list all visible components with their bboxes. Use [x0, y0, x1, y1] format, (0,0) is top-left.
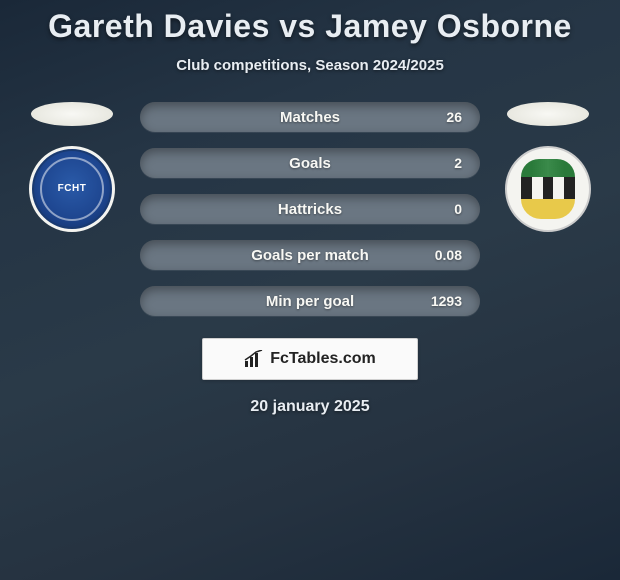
stat-value-right: 26 — [446, 102, 462, 132]
player-right-silhouette — [507, 102, 589, 126]
chart-bars-icon — [244, 350, 264, 368]
stat-bar: Min per goal 1293 — [140, 286, 480, 316]
stat-value-right: 0 — [454, 194, 462, 224]
stat-bar: Matches 26 — [140, 102, 480, 132]
main-row: FCHT Matches 26 Goals 2 Hattricks 0 Goals per … — [0, 102, 620, 316]
date-text: 20 january 2025 — [250, 398, 369, 416]
brand-box[interactable]: FcTables.com — [202, 338, 418, 380]
player-left-silhouette — [31, 102, 113, 126]
crest-solihull-icon — [505, 146, 591, 232]
stat-label: Min per goal — [266, 293, 354, 310]
stat-bar: Goals 2 — [140, 148, 480, 178]
stats-column: Matches 26 Goals 2 Hattricks 0 Goals per match… — [140, 102, 480, 316]
stat-label: Goals per match — [251, 247, 369, 264]
crest-solihull-inner — [521, 159, 575, 219]
comparison-card: Gareth Davies vs Jamey Osborne Club comp… — [0, 0, 620, 416]
stat-label: Hattricks — [278, 201, 342, 218]
stat-bar: Goals per match 0.08 — [140, 240, 480, 270]
stat-label: Goals — [289, 155, 331, 172]
player-right-col — [498, 102, 598, 232]
crest-halifax-label: FCHT — [32, 183, 112, 194]
page-title: Gareth Davies vs Jamey Osborne — [48, 8, 572, 45]
stat-value-right: 1293 — [431, 286, 462, 316]
player-left-col: FCHT — [22, 102, 122, 232]
page-subtitle: Club competitions, Season 2024/2025 — [176, 57, 444, 74]
stat-value-right: 2 — [454, 148, 462, 178]
crest-halifax-icon: FCHT — [29, 146, 115, 232]
stat-value-right: 0.08 — [435, 240, 462, 270]
brand-text: FcTables.com — [270, 350, 376, 368]
stat-bar: Hattricks 0 — [140, 194, 480, 224]
stat-label: Matches — [280, 109, 340, 126]
